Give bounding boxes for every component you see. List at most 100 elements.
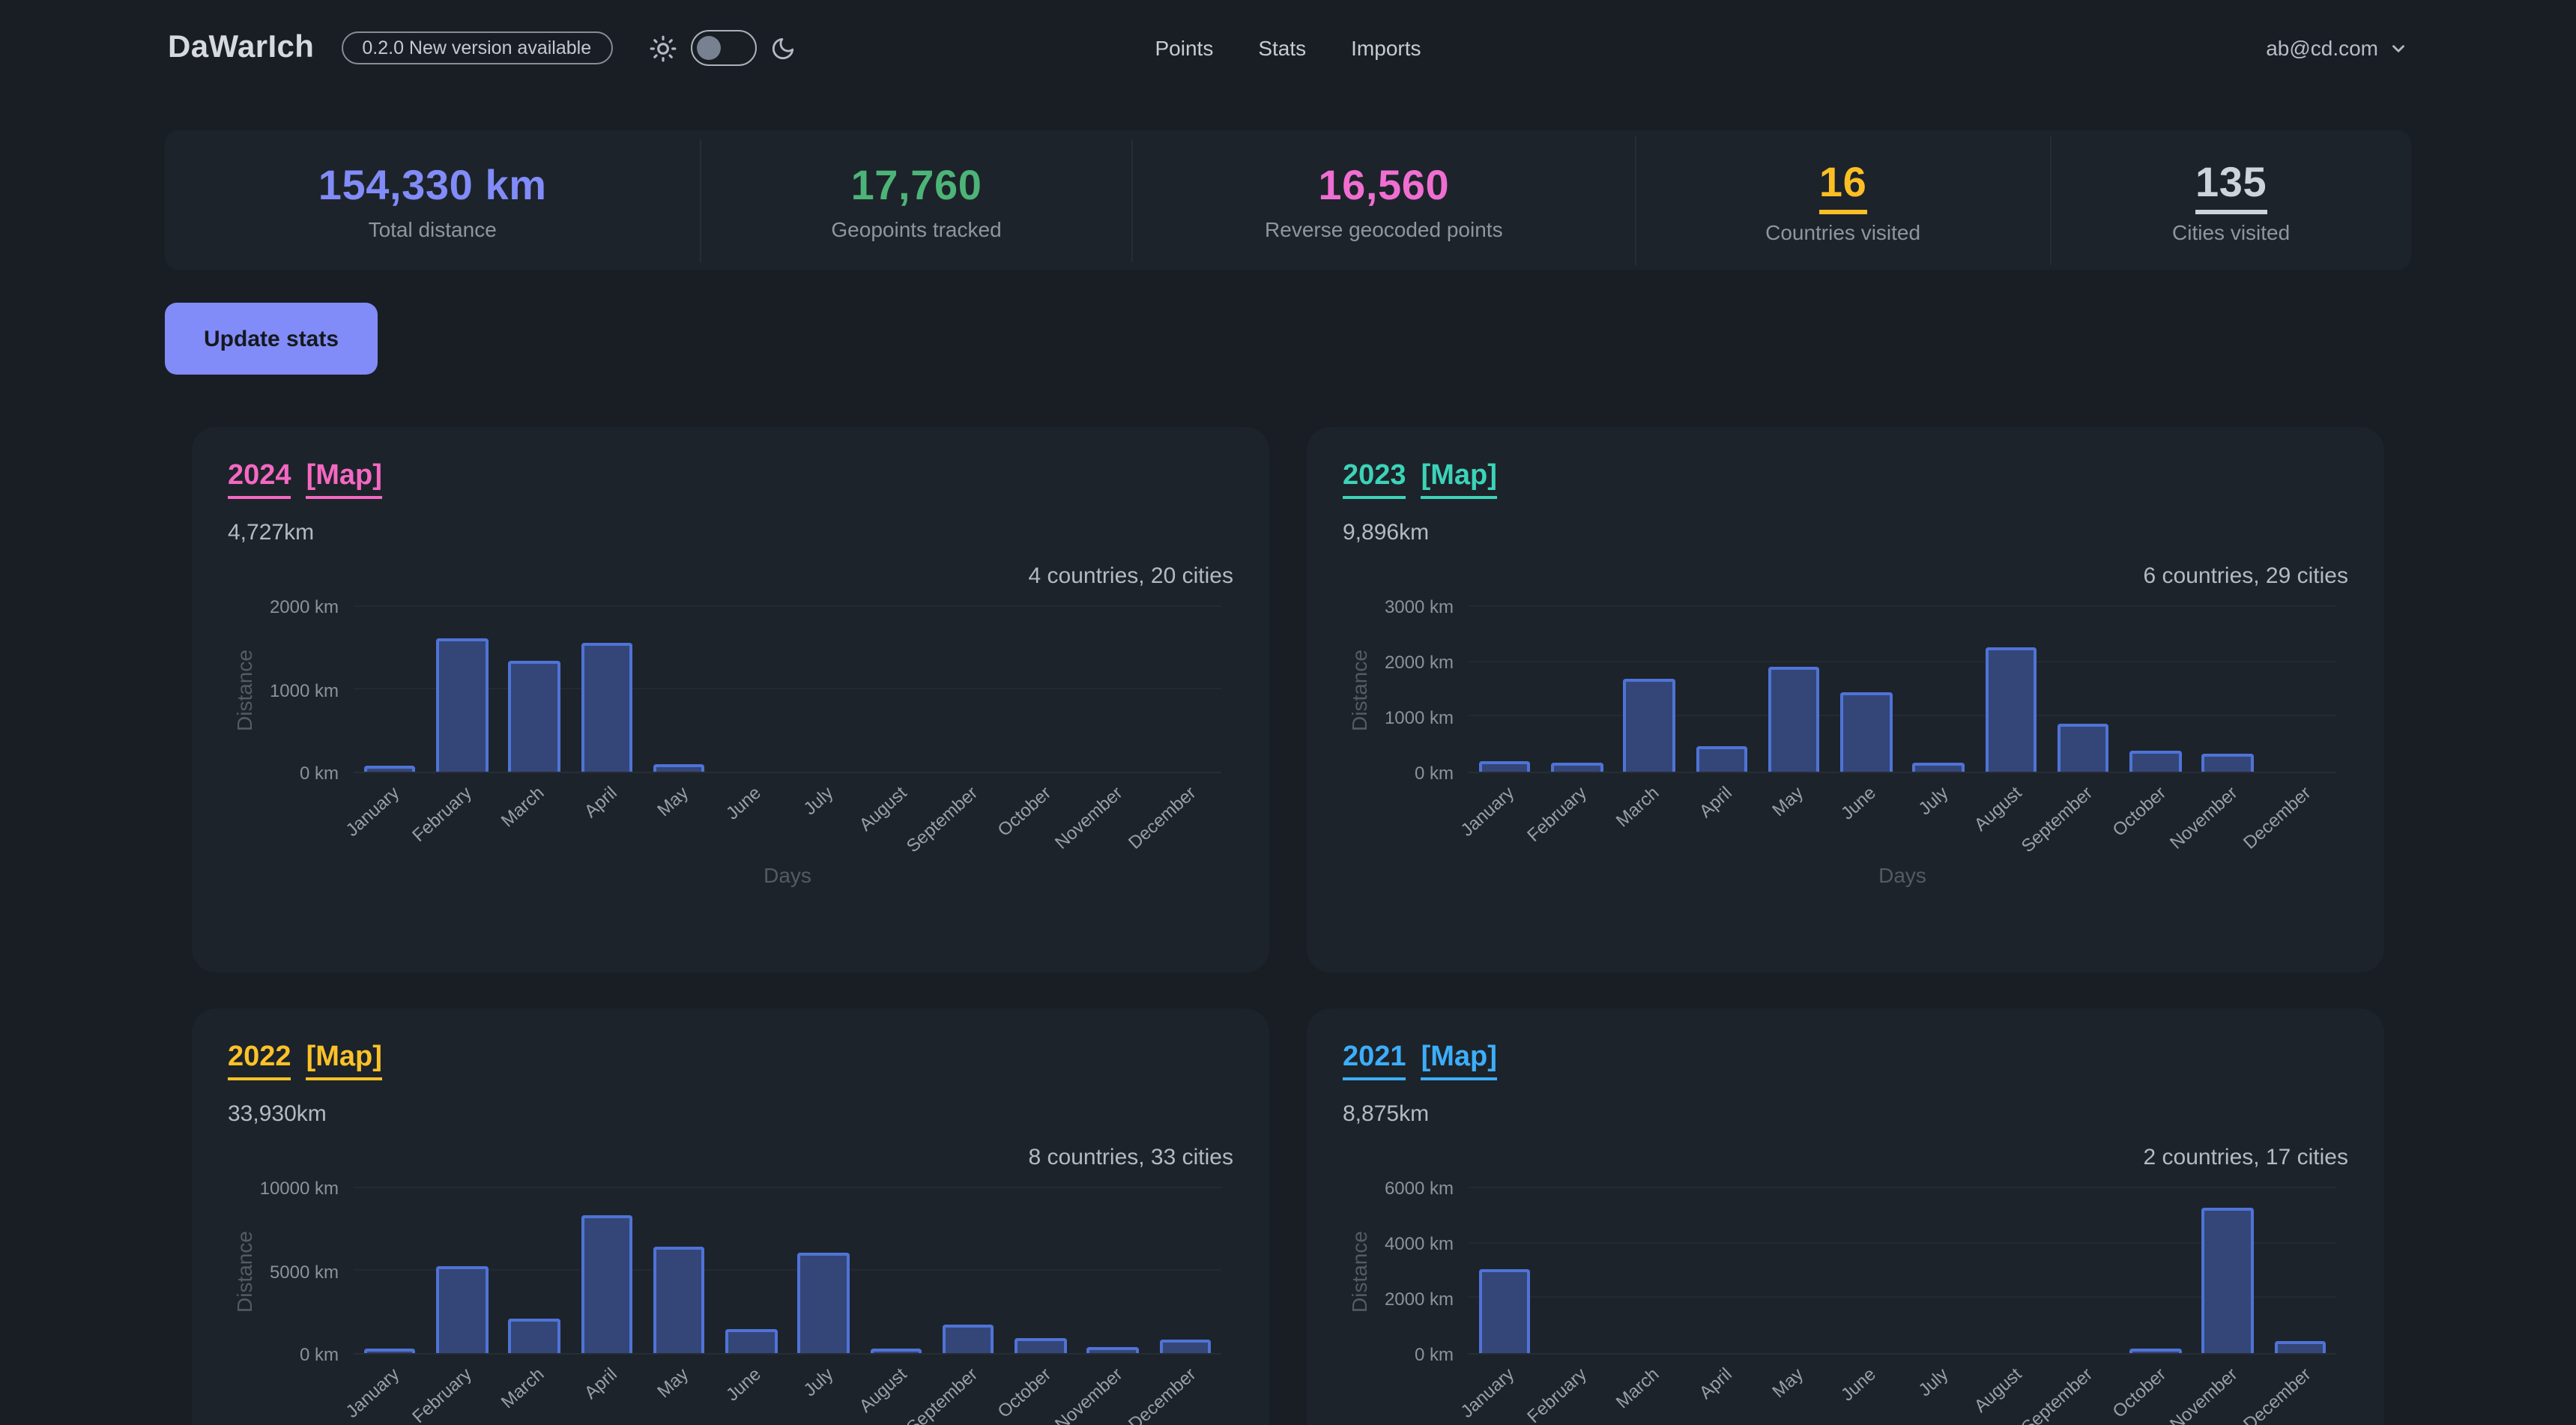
year-distance-total: 33,930km bbox=[228, 1101, 327, 1127]
y-axis-ticks: 2000 km 1000 km 0 km bbox=[261, 596, 354, 784]
y-axis-title: Distance bbox=[1347, 1230, 1371, 1313]
x-tick-label: September bbox=[903, 1364, 982, 1425]
version-badge[interactable]: 0.2.0 New version available bbox=[341, 31, 613, 64]
y-tick-label: 2000 km bbox=[1384, 1289, 1454, 1310]
navbar-right: ab@cd.com bbox=[1421, 36, 2409, 60]
y-axis-ticks: 10000 km 5000 km 0 km bbox=[260, 1178, 354, 1365]
chart-bar-august bbox=[1985, 647, 2037, 772]
x-axis-labels: January February March April May June July Augu… bbox=[342, 773, 1221, 860]
stat-countries-visited: 16 Countries visited bbox=[1634, 136, 2049, 264]
x-tick-label: December bbox=[2238, 782, 2315, 853]
x-tick-label: June bbox=[722, 1364, 766, 1406]
plot-column: January February March April May June July Augu… bbox=[342, 605, 1221, 887]
x-tick-label: January bbox=[342, 1364, 404, 1422]
year-distance-total: 8,875km bbox=[1343, 1101, 1430, 1127]
y-tick-label: 5000 km bbox=[269, 1261, 339, 1282]
x-tick-label: December bbox=[1123, 1364, 1200, 1425]
nav-link-imports[interactable]: Imports bbox=[1351, 36, 1421, 60]
stats-summary-bar: 154,330 km Total distance 17,760 Geopoin… bbox=[165, 130, 2411, 270]
x-tick-label: August bbox=[854, 782, 910, 835]
year-card: 2023 [Map] 9,896km 6 countries, 29 citie… bbox=[1307, 427, 2384, 972]
x-tick-label: November bbox=[1050, 1364, 1127, 1425]
sun-icon bbox=[648, 34, 677, 62]
main-nav: Points Stats Imports bbox=[1155, 36, 1421, 60]
user-menu[interactable]: ab@cd.com bbox=[2266, 36, 2408, 60]
x-tick-label: March bbox=[1612, 782, 1663, 832]
countries-cities-summary: 4 countries, 20 cities bbox=[1028, 563, 1234, 589]
year-cards-grid: 2024 [Map] 4,727km 4 countries, 20 citie… bbox=[192, 427, 2384, 1425]
chart-bar-january bbox=[1478, 1268, 1531, 1353]
stat-geopoints-value: 17,760 bbox=[850, 161, 982, 208]
navbar: DaWarIch 0.2.0 New version available bbox=[0, 0, 2576, 75]
gridline bbox=[354, 1187, 1221, 1188]
chart-bar-november bbox=[1086, 1347, 1139, 1353]
year-link[interactable]: 2023 bbox=[1343, 460, 1406, 499]
chart-bar-october bbox=[2129, 1348, 2182, 1353]
year-link[interactable]: 2024 bbox=[228, 460, 291, 499]
x-tick-label: May bbox=[653, 782, 693, 821]
x-tick-label: September bbox=[2018, 1364, 2097, 1425]
plot-column: January February March April May June July Augu… bbox=[1457, 605, 2336, 887]
stat-countries-visited-link[interactable]: 16 bbox=[1818, 157, 1867, 214]
x-tick-label: November bbox=[1050, 782, 1127, 853]
year-card-title: 2021 [Map] bbox=[1343, 1041, 2348, 1080]
countries-cities-summary: 6 countries, 29 cities bbox=[2143, 563, 2349, 589]
x-axis-title: Days bbox=[1878, 863, 1926, 887]
stat-geopoints: 17,760 Geopoints tracked bbox=[700, 139, 1131, 261]
app-logo[interactable]: DaWarIch bbox=[168, 30, 315, 64]
chart-main: Distance 10000 km 5000 km 0 km January Febr… bbox=[228, 1178, 1233, 1425]
map-link[interactable]: [Map] bbox=[306, 1041, 382, 1080]
map-link[interactable]: [Map] bbox=[306, 460, 382, 499]
chart-bar-may bbox=[653, 1246, 705, 1353]
chart-bar-february bbox=[436, 638, 489, 772]
chart-bar-july bbox=[797, 1253, 850, 1353]
plot-area bbox=[1469, 1188, 2336, 1355]
y-axis-title: Distance bbox=[1347, 649, 1371, 731]
x-tick-label: October bbox=[993, 782, 1055, 841]
x-axis-title: Days bbox=[764, 863, 811, 887]
stat-cities-visited-link[interactable]: 135 bbox=[2195, 157, 2267, 214]
y-axis-title: Distance bbox=[232, 1230, 256, 1313]
gridline bbox=[354, 605, 1221, 607]
chart-main: Distance 2000 km 1000 km 0 km January Febru… bbox=[228, 596, 1233, 887]
x-tick-label: May bbox=[1768, 782, 1808, 821]
x-tick-label: August bbox=[1969, 1364, 2025, 1417]
map-link[interactable]: [Map] bbox=[1421, 460, 1497, 499]
x-tick-label: October bbox=[993, 1364, 1055, 1422]
update-stats-button[interactable]: Update stats bbox=[165, 303, 378, 375]
chart-main: Distance 6000 km 4000 km 2000 km 0 km Janua… bbox=[1343, 1178, 2348, 1425]
y-axis-ticks: 6000 km 4000 km 2000 km 0 km bbox=[1376, 1178, 1469, 1365]
chart-bar-may bbox=[653, 764, 705, 772]
nav-link-points[interactable]: Points bbox=[1155, 36, 1214, 60]
x-tick-label: April bbox=[580, 1364, 621, 1403]
chart-bar-june bbox=[725, 1329, 778, 1353]
year-link[interactable]: 2021 bbox=[1343, 1041, 1406, 1080]
moon-icon bbox=[770, 35, 795, 61]
gridline bbox=[1469, 605, 2336, 607]
nav-link-stats[interactable]: Stats bbox=[1258, 36, 1307, 60]
map-link[interactable]: [Map] bbox=[1421, 1041, 1497, 1080]
x-tick-label: July bbox=[1914, 782, 1953, 820]
navbar-left: DaWarIch 0.2.0 New version available bbox=[168, 30, 1155, 66]
y-tick-label: 0 km bbox=[1414, 763, 1454, 784]
year-distance-total: 9,896km bbox=[1343, 520, 1430, 545]
y-tick-label: 6000 km bbox=[1384, 1178, 1454, 1199]
theme-toggle[interactable] bbox=[690, 30, 757, 66]
stat-total-distance-label: Total distance bbox=[368, 217, 497, 240]
chart-bar-november bbox=[2201, 753, 2254, 772]
x-axis-labels: January February March April May June July Augu… bbox=[1457, 773, 2336, 860]
stat-total-distance: 154,330 km Total distance bbox=[165, 139, 700, 261]
year-link[interactable]: 2022 bbox=[228, 1041, 291, 1080]
chart-bar-january bbox=[363, 1349, 416, 1353]
x-tick-label: May bbox=[1768, 1364, 1808, 1403]
chart-bar-april bbox=[581, 1215, 633, 1353]
distance-bar-chart: Distance 10000 km 5000 km 0 km January Febr… bbox=[228, 1178, 1233, 1425]
year-card-title: 2024 [Map] bbox=[228, 460, 1233, 499]
x-tick-label: July bbox=[799, 1364, 838, 1401]
chart-bar-december bbox=[2274, 1341, 2326, 1353]
year-card: 2022 [Map] 33,930km 8 countries, 33 citi… bbox=[192, 1008, 1269, 1425]
y-tick-label: 10000 km bbox=[259, 1178, 339, 1199]
distance-bar-chart: Distance 2000 km 1000 km 0 km January Febru… bbox=[228, 596, 1233, 887]
x-tick-label: April bbox=[1695, 1364, 1736, 1403]
x-tick-label: July bbox=[1914, 1364, 1953, 1401]
